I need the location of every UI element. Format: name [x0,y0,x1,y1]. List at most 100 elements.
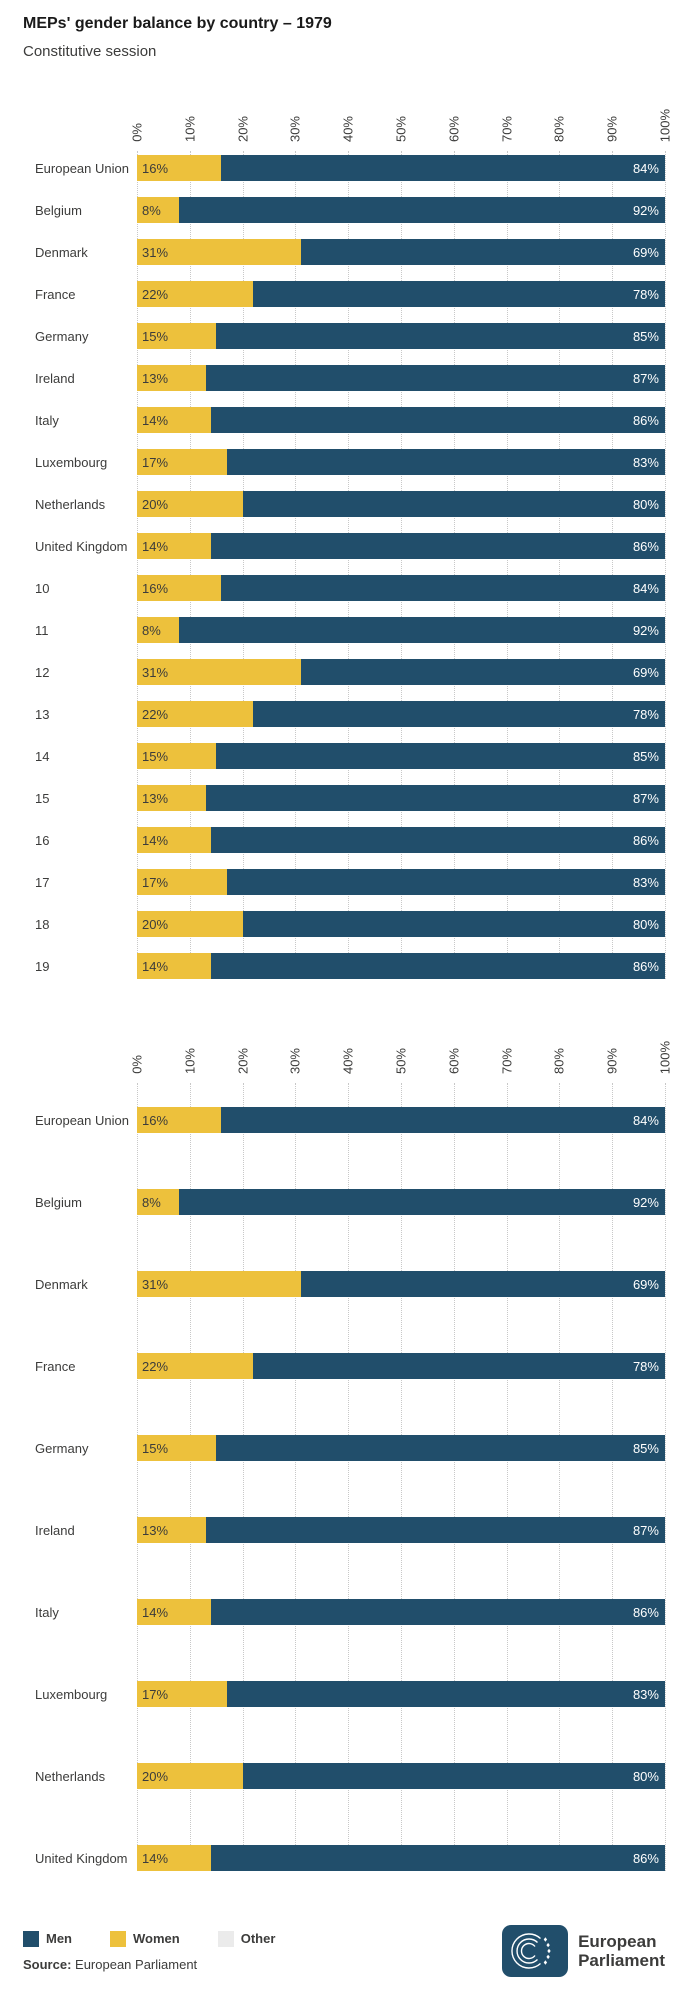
legend-label: Women [133,1931,180,1946]
source-label: Source: [23,1956,72,1972]
x-axis-tick-label: 70% [499,115,515,142]
bar-segment-women: 8% [137,1189,180,1215]
bar-track: 31% 69% [137,659,665,685]
bar-segment-women: 20% [137,491,243,517]
row-category-label: United Kingdom [35,1850,128,1866]
bar-track: 16% 84% [137,575,665,601]
bar-track: 17% 83% [137,869,665,895]
row-category-label: 11 [35,622,49,638]
x-axis-tick-label: 90% [604,115,620,142]
bar-segment-men: 86% [210,533,665,559]
bar-track: 14% 86% [137,1845,665,1871]
bar-segment-women: 15% [137,743,217,769]
men-value-label: 78% [632,1358,659,1374]
men-value-label: 86% [632,538,659,554]
x-axis-tick-label: 10% [182,1047,198,1074]
row-category-label: Italy [35,1604,59,1620]
chart-bottom-countries: 0% 10% 20% 30% 40% 50% 60% 70% 80% 90% 100% Europea… [23,1011,673,1899]
row-category-label: Ireland [35,1522,75,1538]
chart-row: France 22% 78% [23,1325,665,1407]
bar-segment-women: 20% [137,1763,243,1789]
chart-row: Belgium 8% 92% [23,1161,665,1243]
bar-segment-men: 92% [179,1189,665,1215]
men-value-label: 86% [632,1850,659,1866]
bar-segment-women: 14% [137,827,211,853]
bar-track: 20% 80% [137,1763,665,1789]
women-value-label: 20% [142,1768,169,1784]
bar-segment-women: 14% [137,1845,211,1871]
chart-row: Belgium 8% 92% [23,189,665,231]
men-value-label: 84% [632,160,659,176]
plot-area: European Union 16% 84% Belgium 8% 92% Denmark 3… [23,147,666,987]
women-value-label: 13% [142,370,169,386]
men-value-label: 83% [632,454,659,470]
bar-segment-men: 87% [205,785,665,811]
logo-text-line1: European [578,1931,657,1951]
chart-row: 10 16% 84% [23,567,665,609]
x-axis-tick-label: 90% [604,1047,620,1074]
gridline [348,151,350,979]
women-value-label: 14% [142,1604,169,1620]
row-category-label: 13 [35,706,50,722]
men-value-label: 86% [632,1604,659,1620]
gridline [559,1083,561,1871]
bar-segment-women: 15% [137,323,217,349]
bar-track: 8% 92% [137,1189,665,1215]
gridline [453,1083,455,1871]
bar-segment-women: 13% [137,1517,206,1543]
bar-segment-women: 14% [137,407,211,433]
gridline [401,151,402,979]
bar-segment-men: 78% [253,281,665,307]
men-value-label: 80% [632,1768,659,1784]
women-value-label: 31% [142,244,169,260]
bar-segment-women: 16% [137,1107,222,1133]
chart-row: 13 22% 78% [23,693,665,735]
women-value-label: 16% [142,160,169,176]
bar-segment-men: 85% [216,323,665,349]
gridline [506,151,508,979]
bar-segment-men: 86% [210,953,665,979]
x-axis-tick-label: 40% [340,115,356,142]
bar-segment-women: 31% [137,239,301,265]
bar-segment-women: 20% [137,911,243,937]
women-value-label: 8% [142,622,161,638]
bar-segment-men: 87% [205,1517,665,1543]
men-value-label: 92% [632,202,659,218]
row-category-label: 17 [35,874,50,890]
bar-track: 31% 69% [137,1271,665,1297]
x-axis-tick-label: 50% [393,115,409,142]
row-category-label: 18 [35,916,50,932]
women-value-label: 31% [142,664,169,680]
chart-row: 11 8% 92% [23,609,665,651]
x-axis-tick-label: 60% [446,1047,462,1074]
chart-row: United Kingdom 14% 86% [23,525,665,567]
row-category-label: Ireland [35,370,75,386]
bar-segment-women: 8% [137,197,180,223]
bar-segment-women: 16% [137,575,222,601]
gridline [453,151,455,979]
chart-row: 14 15% 85% [23,735,665,777]
bar-segment-men: 69% [300,659,665,685]
men-value-label: 69% [632,244,659,260]
women-value-label: 16% [142,580,169,596]
row-category-label: Denmark [35,244,88,260]
gridline [137,151,138,979]
bar-track: 17% 83% [137,449,665,475]
page-title: MEPs' gender balance by country – 1979 [23,15,332,32]
men-value-label: 86% [632,958,659,974]
men-value-label: 83% [632,1686,659,1702]
row-category-label: 10 [35,580,50,596]
bar-segment-women: 22% [137,1353,254,1379]
bar-segment-women: 13% [137,785,206,811]
women-value-label: 8% [142,202,161,218]
bar-segment-women: 13% [137,365,206,391]
row-category-label: Belgium [35,202,82,218]
x-axis-tick-label: 80% [551,1047,567,1074]
bar-segment-men: 80% [242,1763,665,1789]
gridline [189,1083,191,1871]
chart-top-all-rows: 0% 10% 20% 30% 40% 50% 60% 70% 80% 90% 100% Europea… [23,79,673,987]
source-line: Source: European Parliament [23,1957,275,1972]
bar-track: 13% 87% [137,365,665,391]
women-value-label: 16% [142,1112,169,1128]
bar-track: 15% 85% [137,1435,665,1461]
